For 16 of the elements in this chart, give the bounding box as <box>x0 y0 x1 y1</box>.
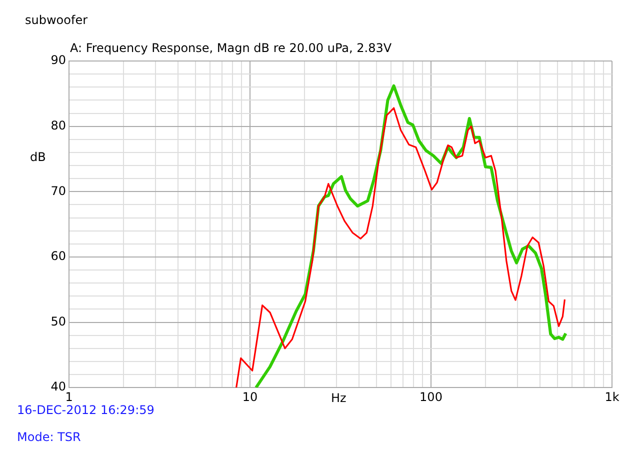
y-axis-title: dB <box>30 150 46 164</box>
text: 16-DEC-2012 16:29:59 <box>17 403 154 417</box>
x-tick-label: 1k <box>604 390 620 404</box>
y-tick-label: 60 <box>50 249 66 264</box>
y-tick-label: 50 <box>50 314 66 328</box>
chart-title: subwoofer <box>25 13 88 27</box>
x-tick-label: 10 <box>242 390 258 404</box>
x-tick-label: 100 <box>420 390 442 404</box>
y-tick-label: 70 <box>50 184 66 198</box>
y-tick-label: 90 <box>50 53 66 68</box>
y-tick-label: 40 <box>50 380 66 394</box>
chart-subtitle: A: Frequency Response, Magn dB re 20.00 uPa, 2.83V <box>70 41 392 55</box>
y-tick-label: 80 <box>50 118 66 132</box>
text: Mode: TSR <box>17 430 81 444</box>
x-tick-label: 1 <box>65 390 73 404</box>
x-axis-title: Hz <box>331 391 346 405</box>
